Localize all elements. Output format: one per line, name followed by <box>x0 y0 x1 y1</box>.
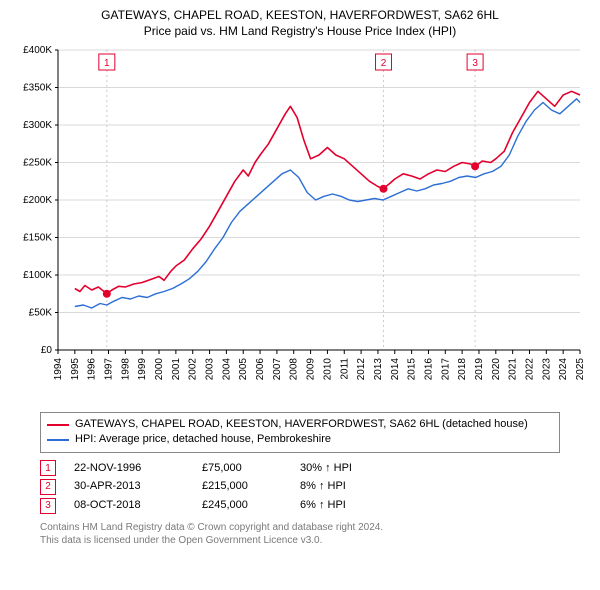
sale-hpi-delta: 8% ↑ HPI <box>300 477 400 496</box>
legend-label: HPI: Average price, detached house, Pemb… <box>75 432 331 447</box>
svg-text:2016: 2016 <box>423 358 434 381</box>
footer-line: Contains HM Land Registry data © Crown c… <box>40 521 590 534</box>
svg-text:£400K: £400K <box>23 45 52 56</box>
chart-title-line1: GATEWAYS, CHAPEL ROAD, KEESTON, HAVERFOR… <box>10 8 590 22</box>
footer-attribution: Contains HM Land Registry data © Crown c… <box>40 521 590 547</box>
svg-text:£200K: £200K <box>23 195 52 206</box>
svg-text:£100K: £100K <box>23 270 52 281</box>
svg-text:£150K: £150K <box>23 233 52 244</box>
svg-text:1998: 1998 <box>120 358 131 381</box>
sale-hpi-delta: 6% ↑ HPI <box>300 496 400 515</box>
sales-row: 3 08-OCT-2018 £245,000 6% ↑ HPI <box>40 496 590 515</box>
svg-text:2017: 2017 <box>440 358 451 381</box>
price-chart: £0 £50K £100K £150K £200K £250K £300K £350K £400… <box>10 44 590 404</box>
svg-text:£250K: £250K <box>23 158 52 169</box>
svg-text:2005: 2005 <box>238 358 249 381</box>
svg-text:2003: 2003 <box>205 358 216 381</box>
sale-price: £215,000 <box>202 477 282 496</box>
svg-text:2023: 2023 <box>541 358 552 381</box>
svg-text:2021: 2021 <box>508 358 519 381</box>
svg-text:1995: 1995 <box>70 358 81 381</box>
sales-table: 1 22-NOV-1996 £75,000 30% ↑ HPI 2 30-APR… <box>40 459 590 515</box>
sale-marker-icon: 3 <box>40 498 56 514</box>
footer-line: This data is licensed under the Open Gov… <box>40 534 590 547</box>
sale-date: 08-OCT-2018 <box>74 496 184 515</box>
svg-text:1996: 1996 <box>87 358 98 381</box>
sale-date: 22-NOV-1996 <box>74 459 184 478</box>
svg-text:2013: 2013 <box>373 358 384 381</box>
svg-text:2014: 2014 <box>390 358 401 381</box>
sale-date: 30-APR-2013 <box>74 477 184 496</box>
legend: GATEWAYS, CHAPEL ROAD, KEESTON, HAVERFOR… <box>40 412 560 453</box>
svg-text:2009: 2009 <box>306 358 317 381</box>
svg-text:2018: 2018 <box>457 358 468 381</box>
svg-text:2002: 2002 <box>188 358 199 381</box>
svg-text:£300K: £300K <box>23 120 52 131</box>
svg-text:2025: 2025 <box>575 358 586 381</box>
chart-title-block: GATEWAYS, CHAPEL ROAD, KEESTON, HAVERFOR… <box>10 8 590 38</box>
svg-text:2: 2 <box>381 58 387 69</box>
legend-label: GATEWAYS, CHAPEL ROAD, KEESTON, HAVERFOR… <box>75 417 528 432</box>
svg-text:2012: 2012 <box>356 358 367 381</box>
svg-text:2010: 2010 <box>322 358 333 381</box>
sale-marker-icon: 2 <box>40 479 56 495</box>
legend-item: HPI: Average price, detached house, Pemb… <box>47 432 553 447</box>
svg-text:2001: 2001 <box>171 358 182 381</box>
sales-row: 2 30-APR-2013 £215,000 8% ↑ HPI <box>40 477 590 496</box>
svg-text:2024: 2024 <box>558 358 569 381</box>
sale-marker-icon: 1 <box>40 460 56 476</box>
sales-row: 1 22-NOV-1996 £75,000 30% ↑ HPI <box>40 459 590 478</box>
sale-hpi-delta: 30% ↑ HPI <box>300 459 400 478</box>
sale-price: £245,000 <box>202 496 282 515</box>
svg-text:2007: 2007 <box>272 358 283 381</box>
svg-text:1997: 1997 <box>104 358 115 381</box>
chart-svg: £0 £50K £100K £150K £200K £250K £300K £350K £400… <box>10 44 590 404</box>
svg-text:2000: 2000 <box>154 358 165 381</box>
svg-text:2011: 2011 <box>339 358 350 380</box>
legend-swatch <box>47 439 69 441</box>
legend-swatch <box>47 424 69 426</box>
svg-text:£0: £0 <box>41 345 53 356</box>
svg-text:2008: 2008 <box>289 358 300 381</box>
svg-text:2022: 2022 <box>524 358 535 381</box>
svg-text:£50K: £50K <box>29 308 53 319</box>
svg-text:1994: 1994 <box>53 358 64 381</box>
svg-text:3: 3 <box>472 58 478 69</box>
svg-text:1: 1 <box>104 58 110 69</box>
svg-text:2015: 2015 <box>407 358 418 381</box>
svg-text:2019: 2019 <box>474 358 485 381</box>
svg-text:2020: 2020 <box>491 358 502 381</box>
sale-price: £75,000 <box>202 459 282 478</box>
svg-text:2006: 2006 <box>255 358 266 381</box>
chart-title-line2: Price paid vs. HM Land Registry's House … <box>10 24 590 38</box>
svg-text:£350K: £350K <box>23 83 52 94</box>
svg-text:1999: 1999 <box>137 358 148 381</box>
svg-text:2004: 2004 <box>221 358 232 381</box>
legend-item: GATEWAYS, CHAPEL ROAD, KEESTON, HAVERFOR… <box>47 417 553 432</box>
